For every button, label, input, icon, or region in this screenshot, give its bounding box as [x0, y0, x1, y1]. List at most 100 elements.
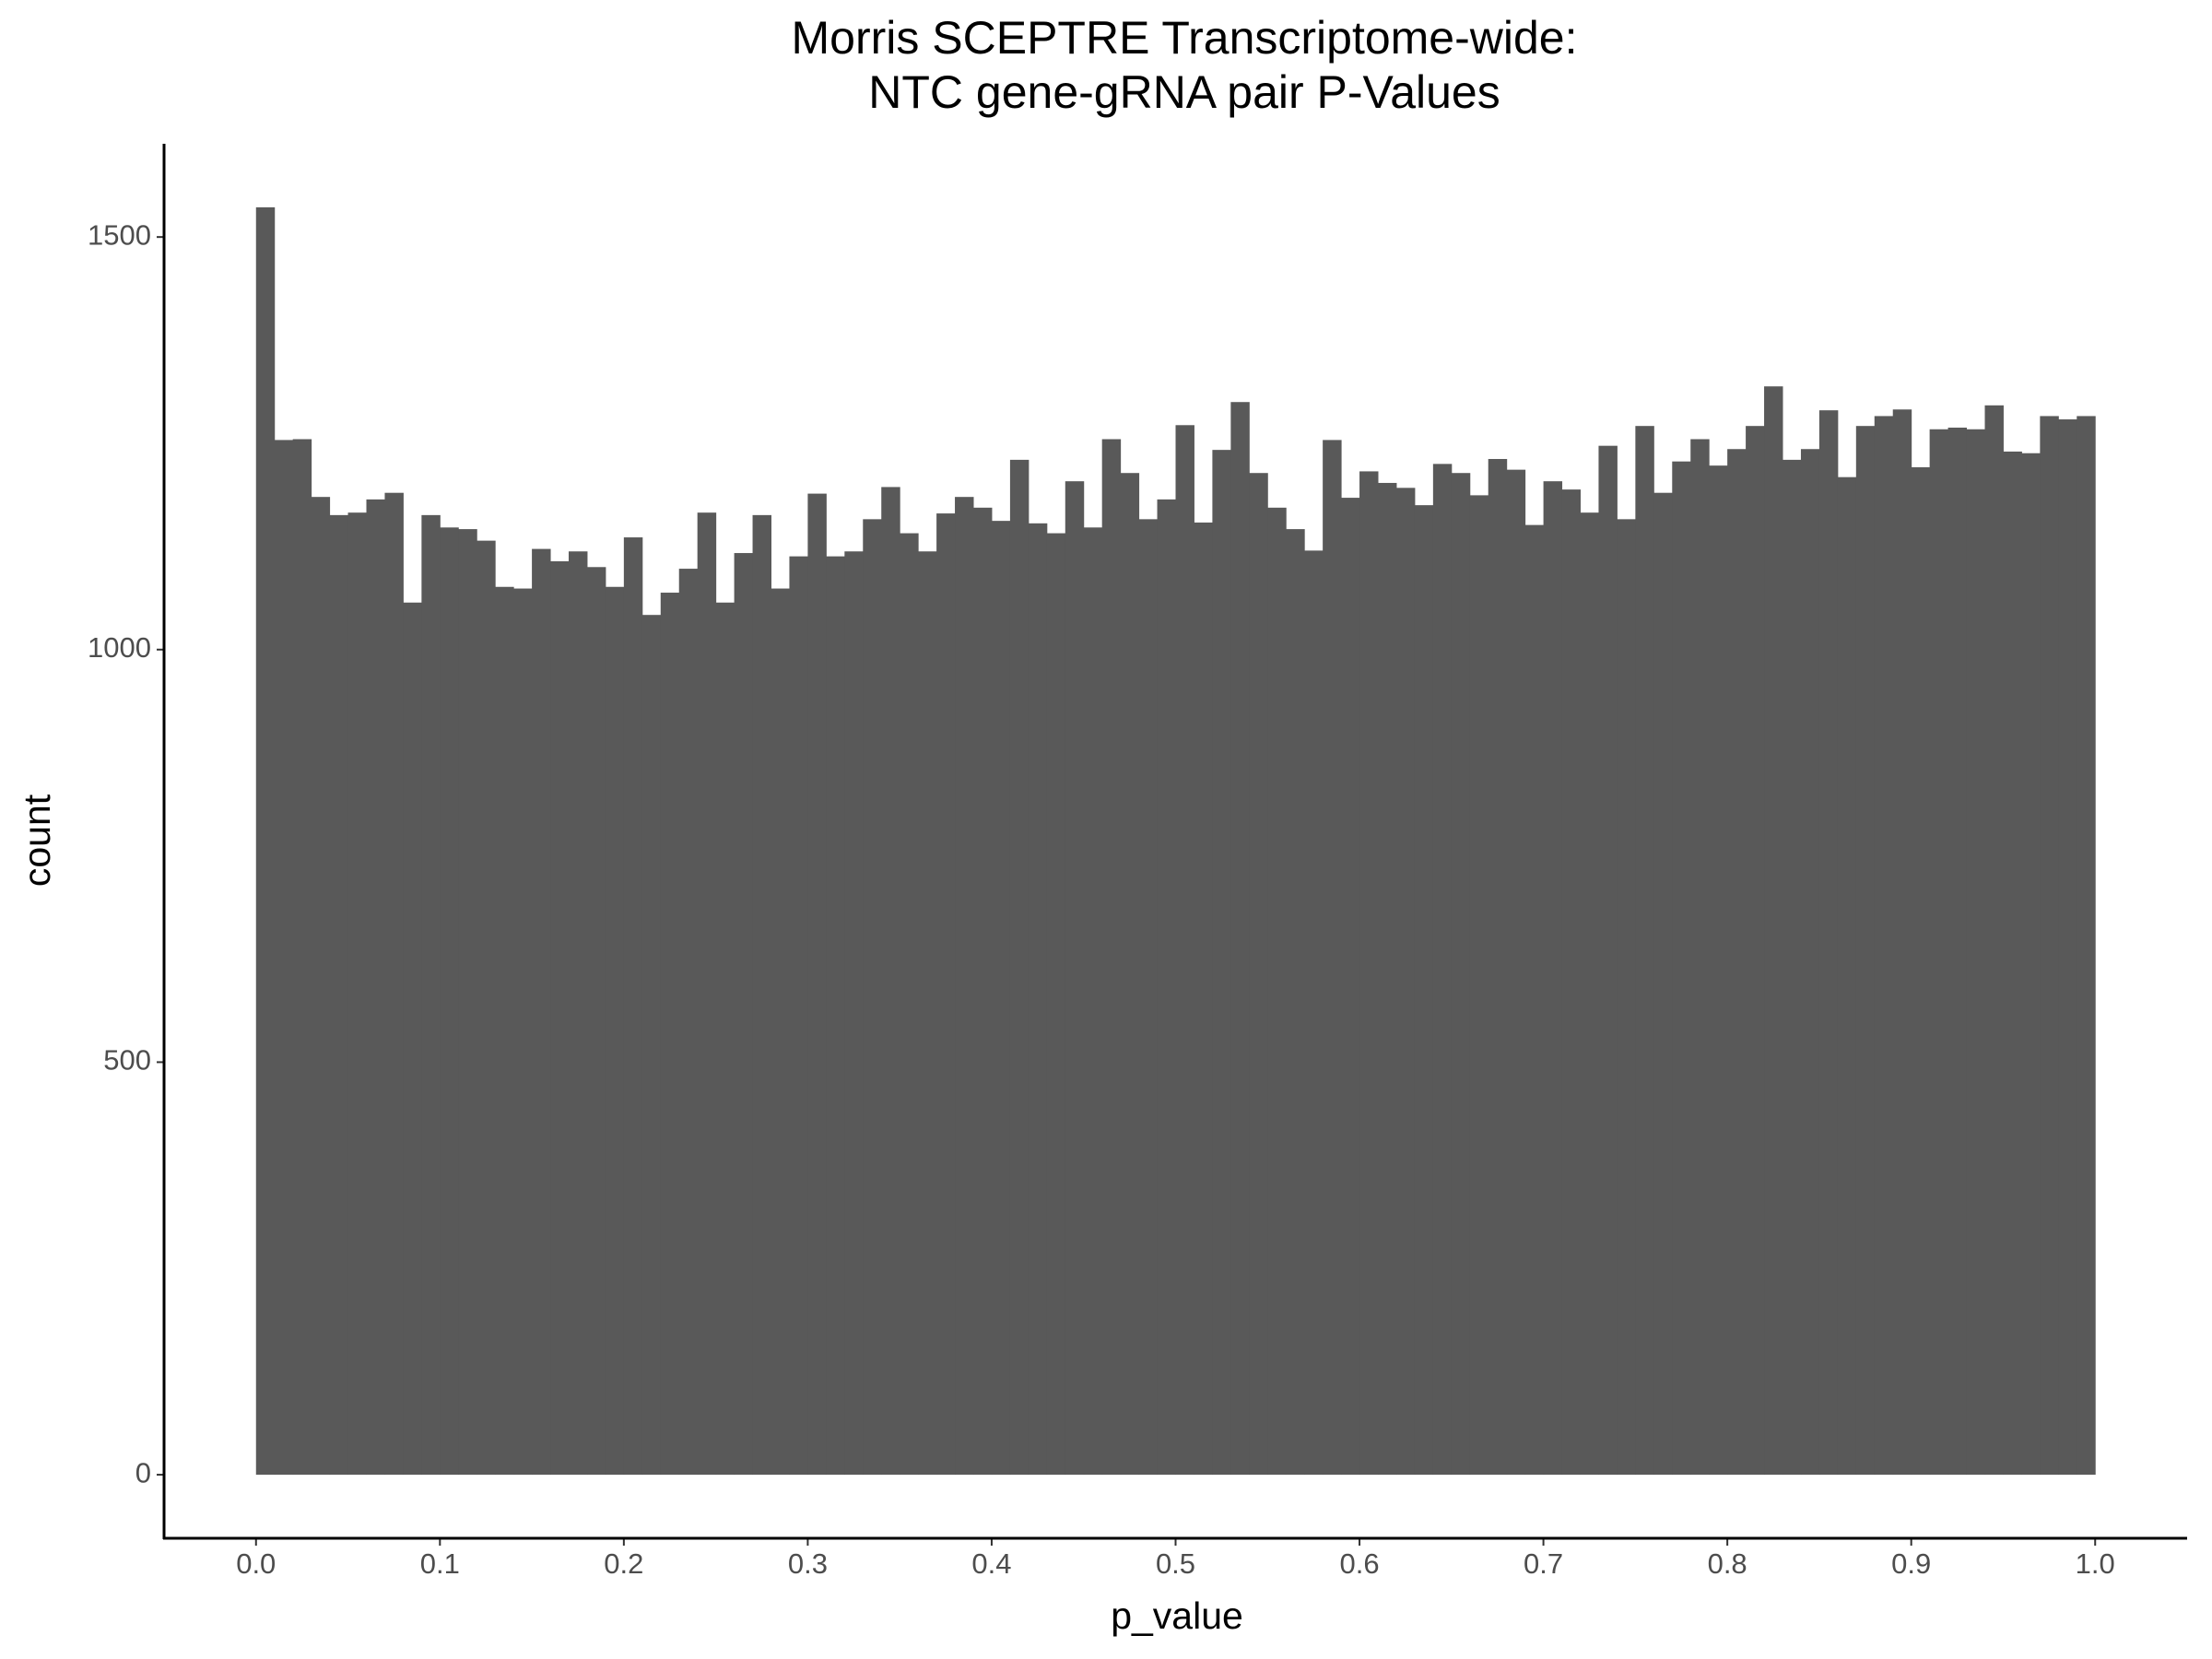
bar — [329, 514, 349, 1476]
bar — [1709, 465, 1728, 1476]
chart-title: NTC gene-gRNA pair P-Values — [868, 66, 1500, 118]
bar — [1212, 450, 1231, 1476]
bar — [1617, 519, 1636, 1476]
bar — [991, 521, 1011, 1476]
bar — [1947, 427, 1968, 1476]
bar — [366, 499, 385, 1476]
bar — [734, 553, 754, 1476]
bar — [844, 551, 864, 1476]
bar — [1157, 499, 1176, 1476]
bar — [1046, 533, 1066, 1476]
bar — [1395, 488, 1416, 1476]
bar — [1561, 489, 1581, 1476]
bar — [1874, 416, 1894, 1476]
x-tick-label: 1.0 — [2076, 1547, 2115, 1580]
y-tick-label: 1000 — [88, 631, 151, 664]
bar — [1230, 402, 1250, 1476]
bar — [1580, 512, 1599, 1476]
bar — [1304, 550, 1324, 1476]
bar — [715, 602, 735, 1476]
bar — [1009, 459, 1030, 1476]
bar — [1267, 507, 1287, 1476]
bar — [1800, 449, 1820, 1476]
bar — [477, 540, 496, 1476]
bar — [1286, 529, 1305, 1476]
bar — [1727, 449, 1747, 1476]
bar — [1028, 523, 1048, 1476]
bar — [1911, 466, 1931, 1476]
bar — [1249, 473, 1268, 1476]
bar — [1690, 439, 1710, 1476]
x-tick-label: 0.5 — [1156, 1547, 1195, 1580]
bar — [495, 586, 514, 1476]
bar — [403, 602, 422, 1476]
y-tick-label: 500 — [103, 1044, 151, 1077]
bar — [807, 493, 827, 1476]
bar — [1653, 492, 1673, 1476]
bar — [955, 497, 974, 1476]
bar — [255, 206, 276, 1476]
x-tick-label: 0.8 — [1708, 1547, 1747, 1580]
bar — [2058, 419, 2077, 1476]
bar — [1543, 481, 1563, 1476]
bar — [1341, 498, 1360, 1476]
bar — [1175, 425, 1194, 1476]
chart-title: Morris SCEPTRE Transcriptome-wide: — [792, 12, 1578, 64]
bar — [1083, 527, 1103, 1476]
bar — [1065, 481, 1085, 1476]
bar — [1892, 409, 1912, 1476]
bar — [660, 593, 680, 1476]
bar — [1598, 445, 1618, 1476]
bar — [1414, 505, 1434, 1476]
bar — [918, 551, 937, 1476]
bar — [1194, 522, 1213, 1476]
bar — [752, 514, 771, 1476]
bar — [274, 440, 294, 1476]
bar — [1783, 459, 1802, 1476]
bar — [311, 497, 331, 1476]
bar — [1818, 410, 1839, 1476]
x-tick-label: 0.7 — [1524, 1547, 1563, 1580]
x-tick-label: 0.3 — [788, 1547, 828, 1580]
bar — [1764, 386, 1783, 1476]
bar — [1855, 426, 1876, 1476]
bar — [513, 588, 533, 1476]
bar — [605, 586, 625, 1476]
bar — [1635, 426, 1654, 1476]
bar — [2040, 416, 2059, 1476]
bar — [1672, 461, 1691, 1476]
x-tick-label: 0.2 — [604, 1547, 643, 1580]
bar — [1984, 405, 2004, 1476]
x-tick-label: 0.6 — [1339, 1547, 1379, 1580]
bar — [1359, 471, 1379, 1476]
bar — [789, 556, 808, 1476]
bar — [1378, 482, 1397, 1476]
bar — [1488, 458, 1508, 1476]
y-axis-title: count — [16, 794, 58, 887]
x-tick-label: 0.9 — [1891, 1547, 1931, 1580]
bar — [863, 519, 882, 1476]
bar — [936, 513, 956, 1476]
bar — [900, 533, 919, 1476]
bar — [1929, 429, 1949, 1476]
bar — [2003, 451, 2022, 1476]
bar — [421, 514, 441, 1476]
bar — [973, 507, 993, 1476]
y-tick-label: 0 — [135, 1456, 151, 1488]
bar — [826, 556, 845, 1476]
bar — [1451, 473, 1471, 1476]
bar — [1138, 519, 1159, 1476]
bar — [550, 561, 570, 1476]
bar — [1506, 469, 1526, 1476]
bar — [384, 492, 404, 1476]
x-tick-label: 0.1 — [420, 1547, 460, 1580]
bar — [532, 548, 551, 1476]
bar — [1966, 429, 1985, 1476]
bar — [458, 529, 477, 1476]
bar — [678, 569, 699, 1476]
bar — [641, 615, 662, 1476]
bar — [569, 551, 588, 1476]
bar — [1746, 426, 1765, 1476]
